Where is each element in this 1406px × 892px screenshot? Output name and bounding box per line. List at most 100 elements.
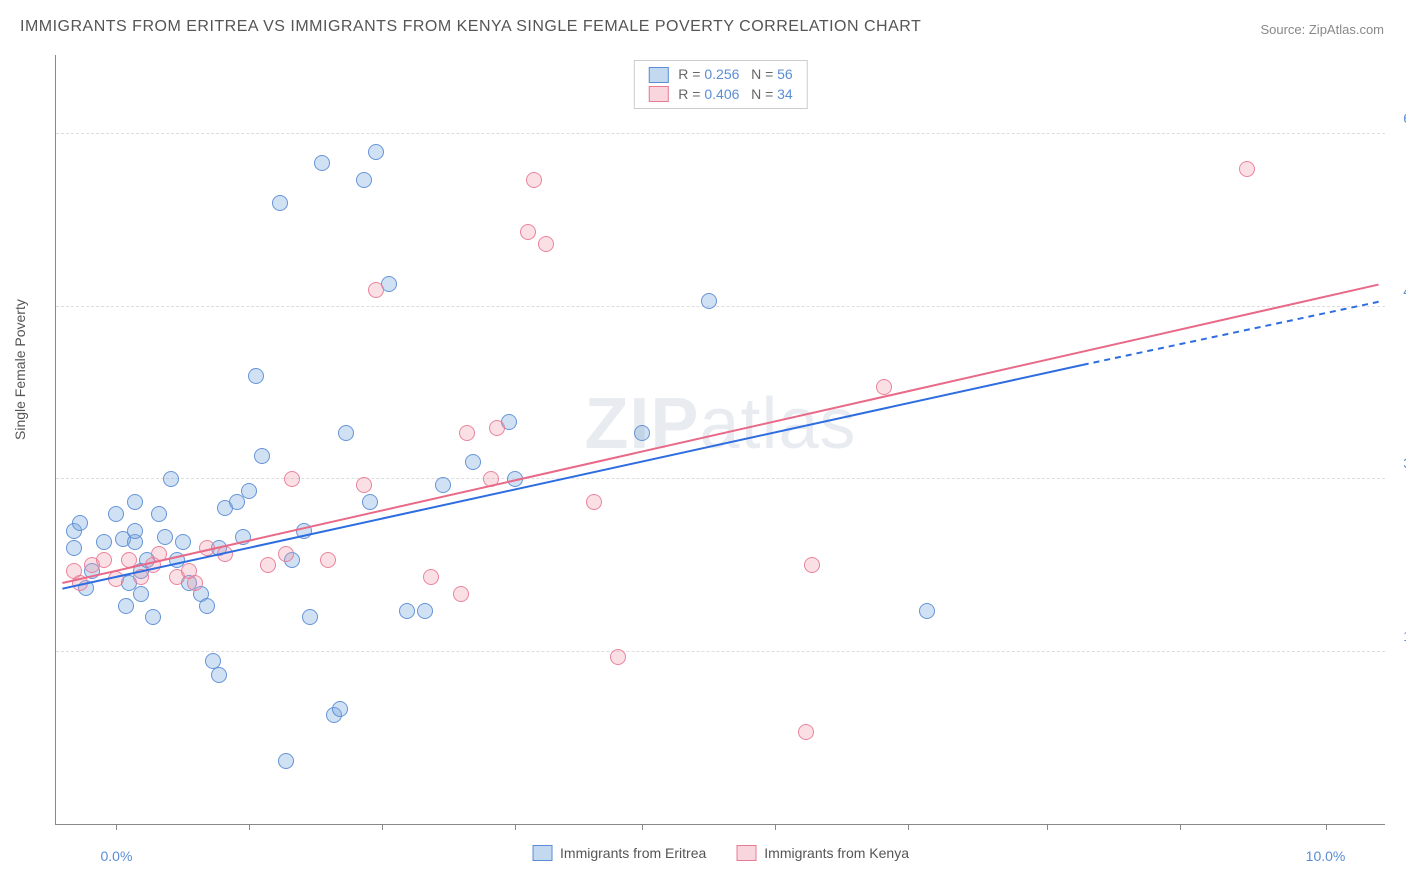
data-point (876, 379, 892, 395)
data-point (314, 155, 330, 171)
data-point (368, 282, 384, 298)
data-point (187, 575, 203, 591)
x-tick (908, 824, 909, 830)
data-point (278, 753, 294, 769)
plot-area: ZIPatlas R = 0.256 N = 56R = 0.406 N = 3… (55, 55, 1385, 825)
data-point (302, 609, 318, 625)
data-point (417, 603, 433, 619)
data-point (108, 506, 124, 522)
data-point (157, 529, 173, 545)
data-point (399, 603, 415, 619)
y-tick-label: 60.0% (1393, 110, 1406, 126)
data-point (538, 236, 554, 252)
legend-row: R = 0.256 N = 56 (648, 65, 792, 85)
legend-item: Immigrants from Eritrea (532, 845, 706, 861)
data-point (163, 471, 179, 487)
x-tick (515, 824, 516, 830)
data-point (66, 540, 82, 556)
data-point (332, 701, 348, 717)
data-point (483, 471, 499, 487)
x-tick (382, 824, 383, 830)
data-point (368, 144, 384, 160)
data-point (72, 575, 88, 591)
data-point (465, 454, 481, 470)
data-point (127, 523, 143, 539)
data-point (108, 571, 124, 587)
data-point (296, 523, 312, 539)
y-tick-label: 30.0% (1393, 455, 1406, 471)
legend-row: R = 0.406 N = 34 (648, 85, 792, 105)
legend-swatch (736, 845, 756, 861)
data-point (199, 540, 215, 556)
chart-title: IMMIGRANTS FROM ERITREA VS IMMIGRANTS FR… (20, 18, 921, 36)
legend-label: Immigrants from Eritrea (560, 845, 706, 861)
legend-stats: R = 0.256 N = 56 (678, 65, 792, 85)
data-point (211, 667, 227, 683)
data-point (489, 420, 505, 436)
data-point (199, 598, 215, 614)
y-tick-label: 15.0% (1393, 628, 1406, 644)
data-point (217, 546, 233, 562)
x-tick (116, 824, 117, 830)
data-point (151, 506, 167, 522)
data-point (254, 448, 270, 464)
gridline (56, 478, 1385, 479)
data-point (453, 586, 469, 602)
data-point (241, 483, 257, 499)
x-tick (1180, 824, 1181, 830)
data-point (272, 195, 288, 211)
x-tick-label: 0.0% (100, 848, 132, 864)
legend-stats: R = 0.406 N = 34 (678, 85, 792, 105)
data-point (278, 546, 294, 562)
data-point (96, 552, 112, 568)
x-tick (775, 824, 776, 830)
data-point (362, 494, 378, 510)
data-point (175, 534, 191, 550)
data-point (586, 494, 602, 510)
data-point (356, 477, 372, 493)
data-point (526, 172, 542, 188)
data-point (423, 569, 439, 585)
data-point (127, 494, 143, 510)
legend-label: Immigrants from Kenya (764, 845, 909, 861)
data-point (507, 471, 523, 487)
data-point (1239, 161, 1255, 177)
data-point (320, 552, 336, 568)
data-point (634, 425, 650, 441)
data-point (798, 724, 814, 740)
data-point (235, 529, 251, 545)
x-tick-label: 10.0% (1306, 848, 1346, 864)
data-point (610, 649, 626, 665)
data-point (919, 603, 935, 619)
legend-swatch (648, 67, 668, 83)
data-point (133, 569, 149, 585)
legend-correlation: R = 0.256 N = 56R = 0.406 N = 34 (633, 60, 807, 109)
legend-swatch (532, 845, 552, 861)
data-point (260, 557, 276, 573)
data-point (701, 293, 717, 309)
legend-series: Immigrants from Eritrea Immigrants from K… (532, 845, 909, 861)
data-point (435, 477, 451, 493)
y-axis-label: Single Female Poverty (12, 299, 28, 440)
x-tick (642, 824, 643, 830)
x-tick (1326, 824, 1327, 830)
data-point (284, 471, 300, 487)
data-point (133, 586, 149, 602)
data-point (145, 609, 161, 625)
data-point (118, 598, 134, 614)
legend-swatch (648, 86, 668, 102)
data-point (338, 425, 354, 441)
gridline (56, 651, 1385, 652)
y-tick-label: 45.0% (1393, 283, 1406, 299)
data-point (96, 534, 112, 550)
x-tick (1047, 824, 1048, 830)
x-tick (249, 824, 250, 830)
legend-item: Immigrants from Kenya (736, 845, 909, 861)
data-point (229, 494, 245, 510)
data-point (804, 557, 820, 573)
gridline (56, 306, 1385, 307)
data-point (356, 172, 372, 188)
gridline (56, 133, 1385, 134)
source-label: Source: ZipAtlas.com (1260, 22, 1384, 37)
data-point (248, 368, 264, 384)
